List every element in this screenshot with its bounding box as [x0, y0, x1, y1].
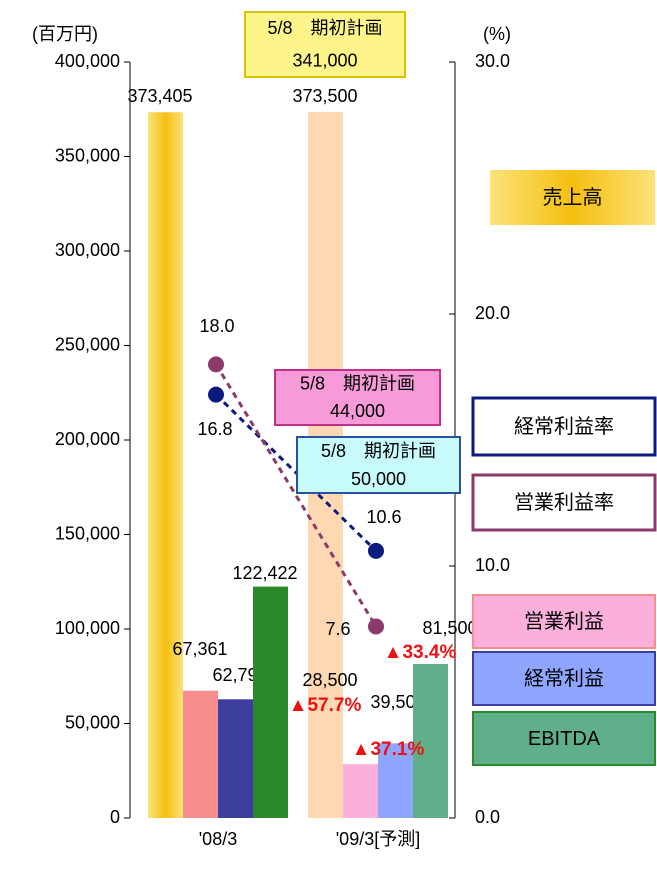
value-label: 18.0	[199, 316, 234, 336]
legend-label: EBITDA	[528, 728, 601, 750]
x-tick-label: '08/3	[199, 829, 237, 849]
bar	[343, 764, 378, 818]
bar	[218, 699, 253, 818]
legend-box	[472, 651, 656, 706]
y-tick-label: 0	[110, 807, 120, 827]
change-label: ▲37.1%	[352, 739, 425, 760]
y2-tick-label: 10.0	[475, 555, 510, 575]
annotation-box	[274, 369, 441, 426]
legend-box	[490, 170, 655, 225]
value-label: 7.6	[325, 619, 350, 639]
legend-box	[471, 473, 657, 532]
line-marker	[368, 542, 384, 559]
annotation-text: 5/8 期初計画	[267, 18, 382, 38]
bar	[183, 690, 218, 818]
line	[214, 363, 378, 628]
legend-label: 営業利益率	[514, 491, 614, 514]
value-label: 28,500	[302, 670, 357, 690]
value-label: 39,500	[370, 692, 425, 712]
legend-box	[472, 711, 656, 766]
y-tick-label: 100,000	[55, 618, 120, 638]
x-tick-label: '09/3[予測]	[336, 829, 420, 849]
value-label: 10.6	[366, 507, 401, 527]
y-tick-label: 50,000	[65, 712, 120, 732]
line-marker	[208, 386, 224, 403]
y-tick-label: 400,000	[55, 51, 120, 71]
legend-label: 経常利益率	[514, 415, 614, 438]
y-tick-label: 150,000	[55, 523, 120, 543]
y2-tick-label: 20.0	[475, 303, 510, 323]
y2-tick-label: 0.0	[475, 807, 500, 827]
bar	[253, 586, 288, 818]
annotation-text: 5/8 期初計画	[300, 374, 415, 394]
y-tick-label: 300,000	[55, 240, 120, 260]
value-label: 16.8	[197, 419, 232, 439]
line-marker	[208, 356, 224, 373]
annotation-text: 44,000	[330, 401, 385, 421]
value-label: 373,405	[127, 86, 192, 106]
bar	[413, 663, 448, 818]
value-label: 122,422	[232, 563, 297, 583]
y-tick-label: 200,000	[55, 429, 120, 449]
legend-label: 営業利益	[524, 610, 604, 633]
value-label: 67,361	[172, 639, 227, 659]
annotation-box	[244, 11, 406, 78]
value-label: 81,500	[422, 618, 477, 638]
line-marker	[368, 618, 384, 635]
legend-label: 経常利益	[524, 667, 604, 690]
legend-label: 売上高	[543, 186, 603, 209]
value-label: 373,500	[292, 86, 357, 106]
y2-tick-label: 30.0	[475, 51, 510, 71]
change-label: ▲33.4%	[384, 642, 457, 663]
bar	[148, 112, 183, 819]
y2-axis-label: (%)	[483, 24, 511, 44]
change-label: ▲57.7%	[289, 695, 362, 716]
legend-box	[472, 594, 656, 649]
bar	[378, 743, 413, 818]
annotation-text: 50,000	[351, 469, 406, 489]
legend-box	[471, 396, 657, 457]
y-tick-label: 350,000	[55, 145, 120, 165]
y-tick-label: 250,000	[55, 334, 120, 354]
annotation-text: 5/8 期初計画	[321, 441, 436, 461]
annotation-text: 341,000	[292, 51, 357, 71]
y-axis-label: (百万円)	[32, 24, 98, 44]
annotation-box	[296, 436, 461, 494]
